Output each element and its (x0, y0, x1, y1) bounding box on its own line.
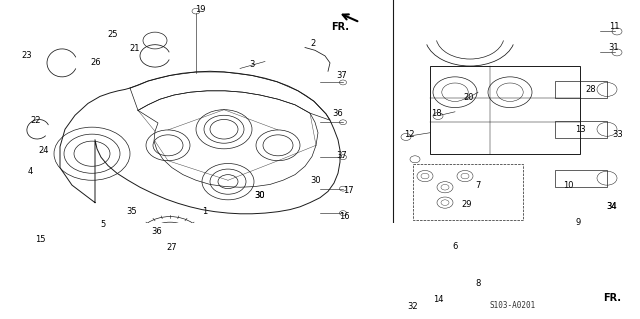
Text: 4: 4 (28, 167, 33, 176)
Text: 17: 17 (342, 186, 353, 195)
Text: 31: 31 (609, 43, 620, 52)
Text: 28: 28 (586, 85, 596, 94)
Text: 16: 16 (339, 212, 349, 221)
Text: 34: 34 (607, 202, 618, 211)
Text: 30: 30 (255, 191, 266, 200)
Text: 23: 23 (22, 51, 32, 60)
Bar (555, 81, 607, 98)
Text: 13: 13 (575, 125, 586, 134)
Text: 20: 20 (464, 93, 474, 102)
Text: 15: 15 (35, 235, 45, 244)
Text: 26: 26 (91, 58, 101, 67)
Text: 32: 32 (408, 301, 419, 310)
Text: 22: 22 (31, 116, 41, 125)
Text: 11: 11 (609, 22, 620, 31)
Text: 36: 36 (333, 109, 344, 118)
Text: 6: 6 (452, 242, 458, 251)
Text: 21: 21 (130, 44, 140, 53)
Text: 2: 2 (310, 39, 316, 48)
Text: 34: 34 (607, 202, 618, 211)
Text: 24: 24 (39, 146, 49, 155)
Text: 30: 30 (255, 191, 266, 200)
Text: 19: 19 (195, 5, 205, 14)
Text: 33: 33 (612, 130, 623, 139)
Text: 27: 27 (166, 243, 177, 252)
Text: FR.: FR. (603, 293, 621, 303)
Text: 35: 35 (127, 207, 138, 216)
Text: 37: 37 (337, 71, 348, 80)
Text: 12: 12 (404, 130, 414, 139)
Text: 9: 9 (575, 218, 580, 227)
Text: 8: 8 (476, 279, 481, 288)
Text: 18: 18 (431, 109, 442, 118)
Text: 29: 29 (461, 200, 472, 209)
Bar (413, 164, 523, 220)
Text: S103-A0201: S103-A0201 (490, 301, 536, 310)
Text: 30: 30 (310, 176, 321, 185)
Text: 10: 10 (563, 181, 573, 189)
Text: 3: 3 (250, 60, 255, 69)
Bar (430, 66, 580, 154)
Bar (555, 170, 607, 187)
Text: 36: 36 (152, 227, 163, 236)
Text: 7: 7 (476, 181, 481, 189)
Text: 14: 14 (433, 294, 444, 303)
Text: 37: 37 (337, 151, 348, 160)
Text: 25: 25 (108, 30, 118, 40)
Text: 5: 5 (100, 220, 106, 229)
Text: 1: 1 (202, 207, 207, 216)
Bar (450, 269, 500, 295)
Text: FR.: FR. (331, 22, 349, 32)
Bar (555, 121, 607, 137)
